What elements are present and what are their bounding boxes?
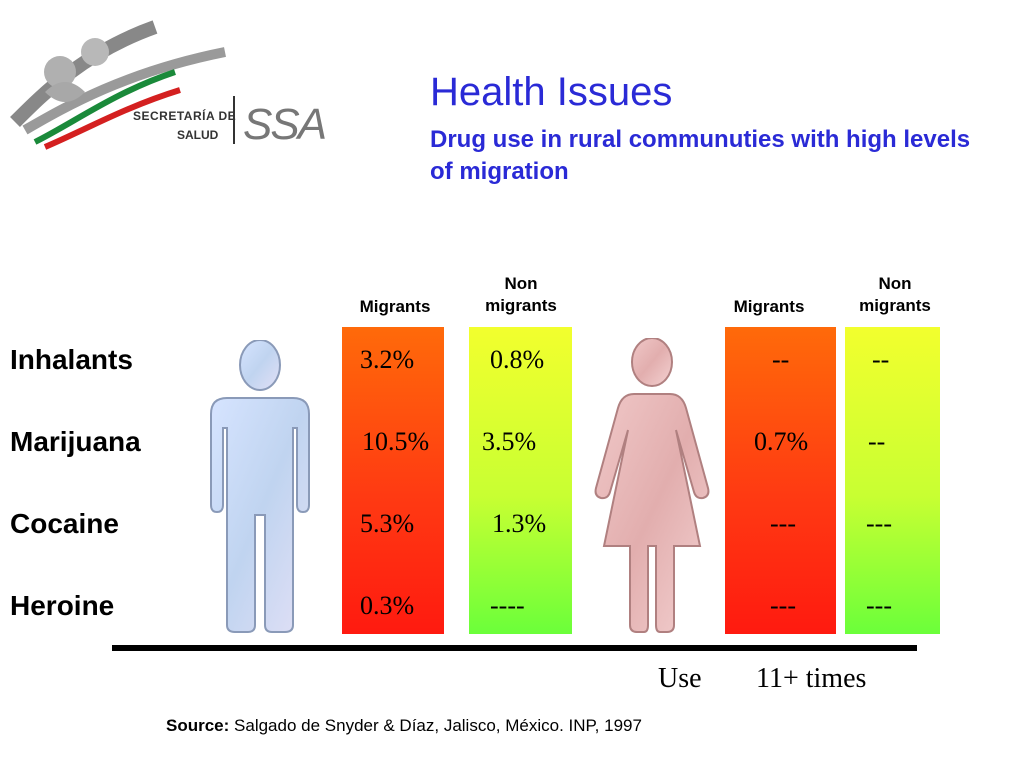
value-cell: -- (872, 345, 890, 374)
legend-use: Use (658, 663, 702, 694)
baseline-divider (112, 645, 917, 651)
header-male-non-line1: Non (504, 274, 538, 293)
value-cell: ---- (490, 591, 525, 620)
value-cell: 3.2% (360, 345, 415, 374)
logo-line2: SALUD (177, 128, 219, 142)
value-cell: 0.3% (360, 591, 415, 620)
value-cell: --- (770, 509, 796, 538)
header-female-non-line2: migrants (859, 296, 931, 315)
slide-subtitle: Drug use in rural communuties with high … (430, 126, 971, 185)
value-cell: 5.3% (360, 509, 415, 538)
secretaria-salud-logo: SECRETARÍA DE SALUD SSA (5, 12, 327, 152)
source-label: Source: (166, 716, 230, 735)
value-cell: 0.8% (490, 345, 545, 374)
header-female-non-line1: Non (878, 274, 912, 293)
value-cell: 10.5% (362, 427, 430, 456)
eagle-emblem-icon (10, 20, 235, 150)
row-label-cocaine: Cocaine (10, 508, 119, 539)
source-note: Source: Salgado de Snyder & Díaz, Jalisc… (166, 716, 642, 736)
logo-line1: SECRETARÍA DE (133, 109, 237, 123)
value-cell: --- (866, 509, 892, 538)
source-text: Salgado de Snyder & Díaz, Jalisco, Méxic… (234, 716, 642, 735)
legend-times: 11+ times (756, 663, 867, 694)
bar-female-migrants (725, 327, 836, 634)
value-cell: 0.7% (754, 427, 809, 456)
slide-title: Health Issues (430, 70, 673, 114)
value-cell: 1.3% (492, 509, 547, 538)
header-male-migrants: Migrants (359, 297, 431, 316)
value-cell: --- (866, 591, 892, 620)
man-figure-icon (205, 339, 315, 635)
row-label-inhalants: Inhalants (10, 344, 133, 375)
bar-female-non-migrants (845, 327, 940, 634)
bar-male-non-migrants (469, 327, 572, 634)
value-cell: -- (868, 427, 886, 456)
value-cell: 3.5% (482, 427, 537, 456)
value-cell: -- (772, 345, 790, 374)
bar-male-migrants (342, 327, 444, 634)
header-female-non-migrants: Non migrants (840, 273, 950, 317)
header-female-migrants: Migrants (733, 297, 805, 316)
row-label-marijuana: Marijuana (10, 426, 141, 457)
header-male-non-migrants: Non migrants (466, 273, 576, 317)
woman-figure-icon (592, 337, 712, 635)
logo-mark: SSA (243, 100, 327, 149)
row-label-heroine: Heroine (10, 590, 115, 621)
header-male-non-line2: migrants (485, 296, 557, 315)
value-cell: --- (770, 591, 796, 620)
